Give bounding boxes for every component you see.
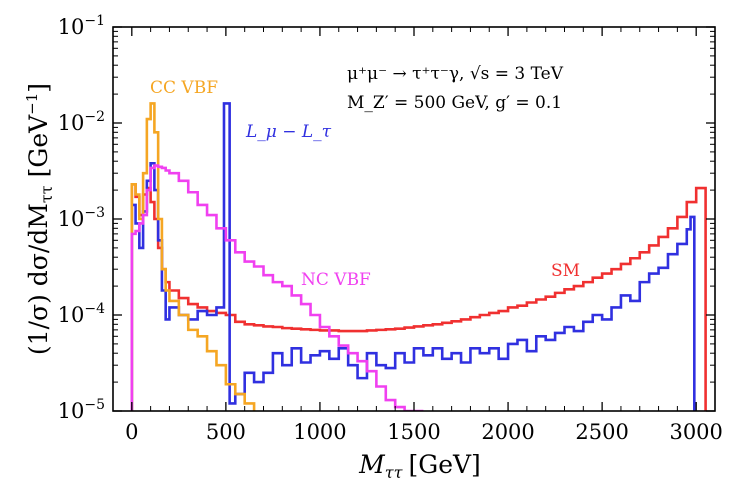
y-tick-label: 10−4 — [58, 301, 105, 327]
y-tick-label: 10−3 — [58, 205, 105, 231]
annotation-process: μ⁺μ⁻ → τ⁺τ⁻γ, √s = 3 TeV — [347, 64, 564, 84]
y-tick-label: 10−2 — [58, 109, 105, 135]
x-tick-label: 0 — [125, 420, 138, 444]
series-cc-vbf — [130, 102, 256, 411]
series-nc-vbf — [130, 164, 424, 411]
axis-ticks — [112, 26, 716, 412]
label-cc-vbf: CC VBF — [150, 78, 218, 98]
y-tick-label: 10−5 — [58, 397, 105, 423]
series-layer — [130, 102, 707, 411]
x-tick-label: 2000 — [481, 420, 534, 444]
x-axis-title: Mττ [GeV] — [358, 450, 481, 482]
x-tick-label: 2500 — [575, 420, 628, 444]
axis-tick-labels: 0 500 1000 1500 2000 2500 3000 10−5 10−4 10−3 10−2… — [58, 13, 723, 444]
x-tick-label: 1500 — [387, 420, 440, 444]
y-tick-label: 10−1 — [58, 13, 105, 39]
label-sm: SM — [551, 261, 580, 281]
x-tick-label: 500 — [206, 420, 246, 444]
x-tick-label: 1000 — [293, 420, 346, 444]
annotation-parameters: M_Z′ = 500 GeV, g′ = 0.1 — [347, 93, 562, 113]
label-lmu-ltau: L_μ − L_τ — [245, 122, 332, 142]
y-axis-title: (1/σ) dσ/dMττ[GeV−1] — [23, 83, 56, 355]
series-sm — [130, 182, 707, 411]
label-nc-vbf: NC VBF — [301, 270, 371, 290]
x-tick-label: 3000 — [669, 420, 722, 444]
